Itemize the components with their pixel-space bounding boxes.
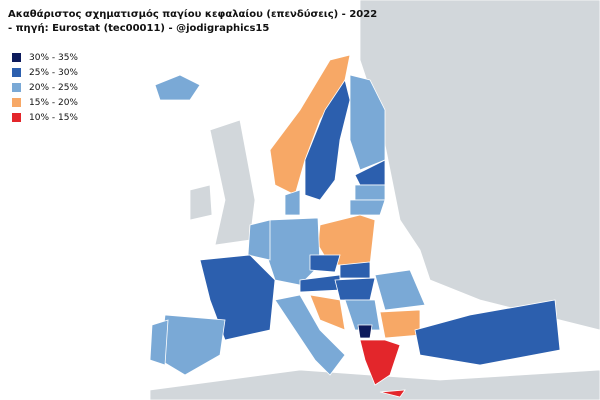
country xyxy=(199,254,276,341)
legend-item: 15% - 20% xyxy=(12,95,78,110)
country xyxy=(334,277,376,301)
legend-swatch xyxy=(12,83,21,92)
country xyxy=(284,189,301,216)
country xyxy=(309,294,346,331)
country xyxy=(149,319,169,366)
legend-label: 20% - 25% xyxy=(29,82,78,93)
country xyxy=(154,74,201,101)
country xyxy=(357,324,373,339)
country xyxy=(354,184,386,201)
non-eu-uk xyxy=(209,119,256,246)
title-line: - πηγή: Eurostat (tec00011) - @jodigraph… xyxy=(8,23,270,34)
legend-item: 25% - 30% xyxy=(12,65,78,80)
country xyxy=(359,339,401,386)
country xyxy=(379,309,421,339)
title: Ακαθάριστος σχηματισμός παγίου κεφαλαίου… xyxy=(8,8,377,36)
country xyxy=(344,299,381,331)
legend-swatch xyxy=(12,113,21,122)
legend-item: 10% - 15% xyxy=(12,110,78,125)
legend-swatch xyxy=(12,68,21,77)
legend-label: 10% - 15% xyxy=(29,112,78,123)
country xyxy=(379,389,406,398)
country xyxy=(304,79,351,201)
legend-swatch xyxy=(12,98,21,107)
country xyxy=(264,217,321,286)
country xyxy=(339,261,371,279)
non-eu-ireland xyxy=(189,184,213,221)
country xyxy=(247,219,271,261)
title-line: Ακαθάριστος σχηματισμός παγίου κεφαλαίου… xyxy=(8,9,378,20)
legend-label: 25% - 30% xyxy=(29,67,78,78)
country xyxy=(414,299,561,366)
country xyxy=(349,199,386,216)
legend-swatch xyxy=(12,53,21,62)
country xyxy=(374,269,426,311)
legend-item: 30% - 35% xyxy=(12,50,78,65)
country xyxy=(309,254,341,273)
legend: 30% - 35% 25% - 30% 20% - 25% 15% - 20% 10% … xyxy=(12,50,78,125)
legend-label: 15% - 20% xyxy=(29,97,78,108)
legend-item: 20% - 25% xyxy=(12,80,78,95)
country xyxy=(159,314,226,376)
country xyxy=(274,294,346,376)
legend-label: 30% - 35% xyxy=(29,52,78,63)
